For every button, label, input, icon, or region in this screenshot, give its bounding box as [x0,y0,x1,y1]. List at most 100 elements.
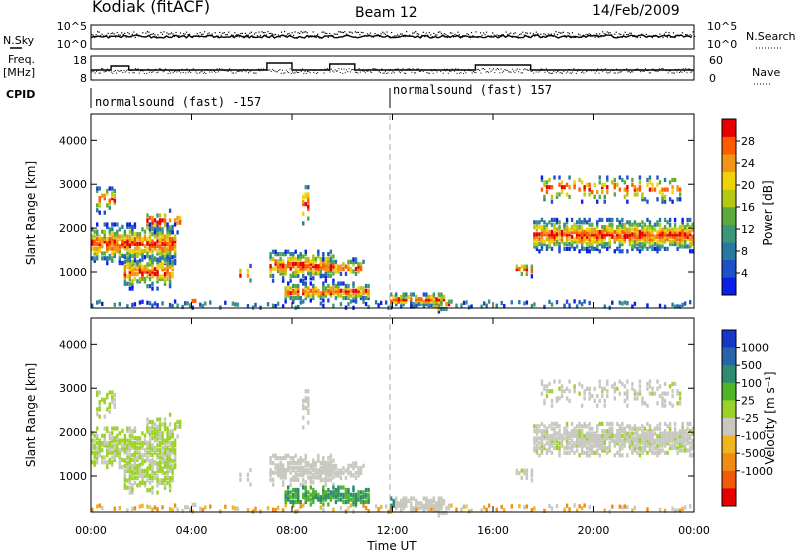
nsearch-point [470,31,473,34]
power-cell [166,234,169,239]
power-cell [332,286,335,291]
power-cell [91,227,94,232]
power-cell [578,239,581,244]
velocity-cell [279,472,282,478]
power-cell [616,182,619,187]
velocity-cell [447,503,451,508]
velocity-cell [274,456,277,461]
power-cell [96,246,99,251]
freq-right-tick-top: 60 [709,54,723,67]
power-cell [580,237,584,242]
velocity-cell [663,438,667,443]
velocity-cell [658,507,662,512]
velocity-cell [543,401,546,406]
velocity-cell [294,499,297,505]
velocity-cell [613,389,616,394]
velocity-cell [530,468,534,473]
power-cell [113,246,117,251]
velocity-cell [168,483,172,488]
nsearch-point [226,34,228,36]
power-cell [545,237,549,242]
power-cell [307,185,310,190]
velocity-cell [437,496,441,501]
velocity-cell [661,438,664,443]
power-cell [91,241,94,246]
nsearch-point [550,33,552,35]
nsearch-point [425,32,427,34]
power-colorbar-tick-label: 12 [741,223,755,236]
power-cell [656,249,659,254]
velocity-cell [661,398,664,403]
power-cell [111,191,114,196]
velocity-cell [540,433,544,439]
velocity-cell [643,448,647,453]
power-cell [141,276,144,282]
power-cell [641,234,644,239]
nsearch-point [184,33,186,35]
power-cell [583,239,586,244]
velocity-cell [535,445,539,451]
velocity-cell [143,468,147,473]
velocity-cell [168,461,172,466]
velocity-cell [575,436,579,441]
velocity-cell [347,466,350,471]
power-cell [565,299,569,304]
velocity-cell [663,381,667,387]
power-cell [93,229,96,234]
velocity-cell [545,384,549,389]
power-cell [111,196,114,201]
velocity-cell [141,445,144,450]
velocity-cell [319,497,323,502]
nsearch-point [597,34,599,37]
velocity-cell [525,473,529,478]
nave-point [212,69,214,71]
nave-point [602,71,604,73]
velocity-cell [613,443,616,448]
velocity-cell [565,424,569,429]
velocity-cell [603,438,606,443]
velocity-cell [540,431,544,436]
power-cell [603,229,606,235]
nave-point [628,71,630,73]
velocity-cell [286,453,290,458]
velocity-cell [633,443,637,448]
nsearch-point [365,35,367,37]
power-cell [658,180,662,185]
velocity-cell [422,496,426,501]
power-cell [108,256,111,261]
power-cell [329,273,333,278]
power-cell [342,262,345,267]
nsearch-point [155,36,158,38]
nave-point [613,72,615,74]
power-cell [254,302,257,307]
velocity-cell [588,391,591,396]
velocity-cell [329,468,333,473]
velocity-cell [96,504,99,509]
velocity-cell [631,448,634,453]
velocity-cell [307,401,310,406]
velocity-cell [322,507,325,512]
velocity-cell [425,501,428,506]
power-cell [123,244,127,249]
nsearch-point [149,33,151,36]
power-cell [289,252,292,257]
power-cell [520,271,524,276]
power-cell [269,252,272,257]
power-cell [400,297,403,302]
nsearch-point [496,34,498,36]
velocity-cell [608,448,611,453]
nsearch-point [386,31,388,33]
power-cell [113,222,117,227]
nave-point [249,71,251,73]
velocity-cell [136,471,139,476]
velocity-cell [302,470,305,475]
velocity-cell [422,503,426,508]
nsearch-point [430,34,432,36]
power-cell [166,236,169,242]
power-cell [548,185,551,190]
velocity-cell [138,452,142,458]
nave-point [426,71,428,73]
velocity-cell [156,448,159,453]
power-cell [651,237,654,242]
power-cell [563,185,566,190]
